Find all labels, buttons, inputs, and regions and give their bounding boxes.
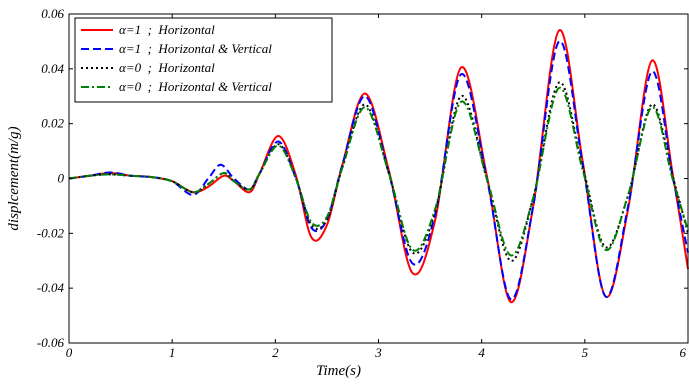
legend-label: α=0 ; Horizontal [119,60,215,75]
x-tick-label: 3 [374,345,382,360]
x-tick-label: 6 [680,345,687,360]
y-tick-label: 0.06 [41,6,64,21]
y-axis-title: displcement(m/g) [6,126,22,230]
y-tick-label: -0.04 [37,280,65,295]
x-tick-label: 0 [66,345,73,360]
x-tick-label: 1 [169,345,176,360]
y-tick-label: -0.02 [37,225,65,240]
y-tick-label: -0.06 [37,335,65,350]
x-axis-title: Time(s) [316,363,361,379]
y-tick-label: 0.02 [41,116,64,131]
legend-label: α=1 ; Horizontal & Vertical [119,41,272,56]
x-tick-label: 4 [478,345,485,360]
x-tick-label: 2 [272,345,279,360]
series-line [68,40,689,301]
y-tick-label: 0 [58,171,65,186]
y-axis: -0.06 -0.04 -0.02 0 0.02 0.04 0.06 [37,6,688,350]
x-axis: 0 1 2 3 4 5 6 [66,14,689,360]
legend-box [74,17,333,103]
series-line [68,81,689,262]
series-line [68,87,689,257]
legend-label: α=1 ; Horizontal [119,22,215,37]
legend-label: α=0 ; Horizontal & Vertical [119,79,272,94]
y-tick-label: 0.04 [41,61,64,76]
series-layer [68,29,689,303]
legend: α=1 ; Horizontal α=1 ; Horizontal & Verti… [74,17,333,103]
x-tick-label: 5 [582,345,589,360]
